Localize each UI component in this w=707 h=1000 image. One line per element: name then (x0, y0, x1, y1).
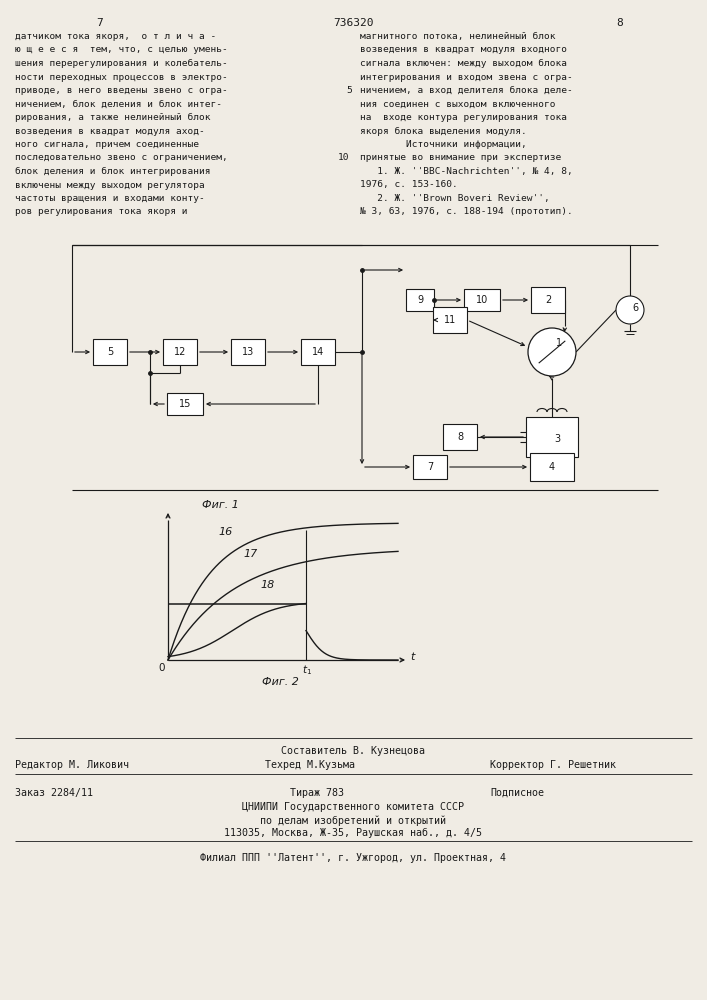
Text: ров регулирования тока якоря и: ров регулирования тока якоря и (15, 208, 187, 217)
Text: приводе, в него введены звено с огра-: приводе, в него введены звено с огра- (15, 86, 228, 95)
Text: блок деления и блок интегрирования: блок деления и блок интегрирования (15, 167, 211, 176)
Text: Заказ 2284/11: Заказ 2284/11 (15, 788, 93, 798)
Bar (163, 339, 197, 365)
Text: ничением, а вход делителя блока деле-: ничением, а вход делителя блока деле- (360, 86, 573, 95)
Bar (433, 307, 467, 333)
Text: 12: 12 (174, 347, 186, 357)
Text: возведения в квадрат модуля входного: возведения в квадрат модуля входного (360, 45, 567, 54)
Bar (93, 339, 127, 365)
Text: Фиг. 2: Фиг. 2 (262, 677, 298, 687)
Text: № 3, 63, 1976, с. 188-194 (прототип).: № 3, 63, 1976, с. 188-194 (прототип). (360, 208, 573, 217)
Text: по делам изобретений и открытий: по делам изобретений и открытий (260, 815, 446, 826)
Text: шения перерегулирования и колебатель-: шения перерегулирования и колебатель- (15, 59, 228, 68)
Text: 14: 14 (312, 347, 324, 357)
Bar (443, 424, 477, 450)
Text: 1976, с. 153-160.: 1976, с. 153-160. (360, 180, 457, 190)
Text: рирования, а также нелинейный блок: рирования, а также нелинейный блок (15, 113, 211, 122)
Text: 113035, Москва, Ж-35, Раушская наб., д. 4/5: 113035, Москва, Ж-35, Раушская наб., д. … (224, 828, 482, 838)
Text: 2: 2 (545, 295, 551, 305)
Text: 13: 13 (242, 347, 254, 357)
Text: Редактор М. Ликович: Редактор М. Ликович (15, 760, 129, 770)
Text: Фиг. 1: Фиг. 1 (201, 500, 238, 510)
Bar (530, 453, 574, 481)
Text: 5: 5 (107, 347, 113, 357)
Text: 18: 18 (260, 580, 274, 590)
Bar (464, 289, 500, 311)
Text: 16: 16 (218, 527, 233, 537)
Text: 1: 1 (556, 338, 562, 348)
Text: 7: 7 (97, 18, 103, 28)
Text: магнитного потока, нелинейный блок: магнитного потока, нелинейный блок (360, 32, 556, 41)
Bar (413, 455, 447, 479)
Text: Техред М.Кузьма: Техред М.Кузьма (265, 760, 355, 770)
Text: датчиком тока якоря,  о т л и ч а -: датчиком тока якоря, о т л и ч а - (15, 32, 216, 41)
Text: Составитель В. Кузнецова: Составитель В. Кузнецова (281, 746, 425, 756)
Text: ю щ е е с я  тем, что, с целью умень-: ю щ е е с я тем, что, с целью умень- (15, 45, 228, 54)
Text: 6: 6 (632, 303, 638, 313)
Text: Источники информации,: Источники информации, (360, 140, 527, 149)
Bar (406, 289, 434, 311)
Text: последовательно звено с ограничением,: последовательно звено с ограничением, (15, 153, 228, 162)
Text: якоря блока выделения модуля.: якоря блока выделения модуля. (360, 126, 527, 136)
Bar (301, 339, 335, 365)
Text: ности переходных процессов в электро-: ности переходных процессов в электро- (15, 73, 228, 82)
Text: частоты вращения и входами конту-: частоты вращения и входами конту- (15, 194, 205, 203)
Text: ЦНИИПИ Государственного комитета СССР: ЦНИИПИ Государственного комитета СССР (242, 802, 464, 812)
Text: интегрирования и входом звена с огра-: интегрирования и входом звена с огра- (360, 73, 573, 82)
Text: включены между выходом регулятора: включены между выходом регулятора (15, 180, 205, 190)
Text: 8: 8 (617, 18, 624, 28)
Text: 10: 10 (337, 153, 349, 162)
Text: 10: 10 (476, 295, 488, 305)
Text: Филиал ППП ''Латент'', г. Ужгород, ул. Проектная, 4: Филиал ППП ''Латент'', г. Ужгород, ул. П… (200, 853, 506, 863)
Text: 0: 0 (159, 663, 165, 673)
Text: 17: 17 (244, 549, 258, 559)
Circle shape (616, 296, 644, 324)
Text: возведения в квадрат модуля аход-: возведения в квадрат модуля аход- (15, 126, 205, 135)
Text: ного сигнала, причем соединенные: ного сигнала, причем соединенные (15, 140, 199, 149)
Text: на  входе контура регулирования тока: на входе контура регулирования тока (360, 113, 567, 122)
Text: 7: 7 (427, 462, 433, 472)
Circle shape (528, 328, 576, 376)
Text: ния соединен с выходом включенного: ния соединен с выходом включенного (360, 100, 556, 108)
Text: 1. Ж. ''BBC-Nachrichten'', № 4, 8,: 1. Ж. ''BBC-Nachrichten'', № 4, 8, (360, 167, 573, 176)
Text: принятые во внимание при экспертизе: принятые во внимание при экспертизе (360, 153, 561, 162)
Text: 736320: 736320 (333, 18, 373, 28)
Text: 4: 4 (549, 462, 555, 472)
Text: t: t (410, 652, 414, 662)
Text: 2. Ж. ''Brown Boveri Review'',: 2. Ж. ''Brown Boveri Review'', (360, 194, 550, 203)
Text: $t_1$: $t_1$ (302, 663, 312, 677)
Text: 5: 5 (346, 86, 352, 95)
Text: 3: 3 (554, 434, 560, 444)
Text: 9: 9 (417, 295, 423, 305)
Bar (231, 339, 265, 365)
Bar (526, 417, 578, 457)
Text: сигнала включен: между выходом блока: сигнала включен: между выходом блока (360, 59, 567, 68)
Bar (167, 393, 203, 415)
Text: Подписное: Подписное (490, 788, 544, 798)
Text: 8: 8 (457, 432, 463, 442)
Text: Корректор Г. Решетник: Корректор Г. Решетник (490, 760, 616, 770)
Bar (531, 287, 565, 313)
Text: 15: 15 (179, 399, 191, 409)
Text: 11: 11 (444, 315, 456, 325)
Text: Тираж 783: Тираж 783 (290, 788, 344, 798)
Text: ничением, блок деления и блок интег-: ничением, блок деления и блок интег- (15, 100, 222, 108)
